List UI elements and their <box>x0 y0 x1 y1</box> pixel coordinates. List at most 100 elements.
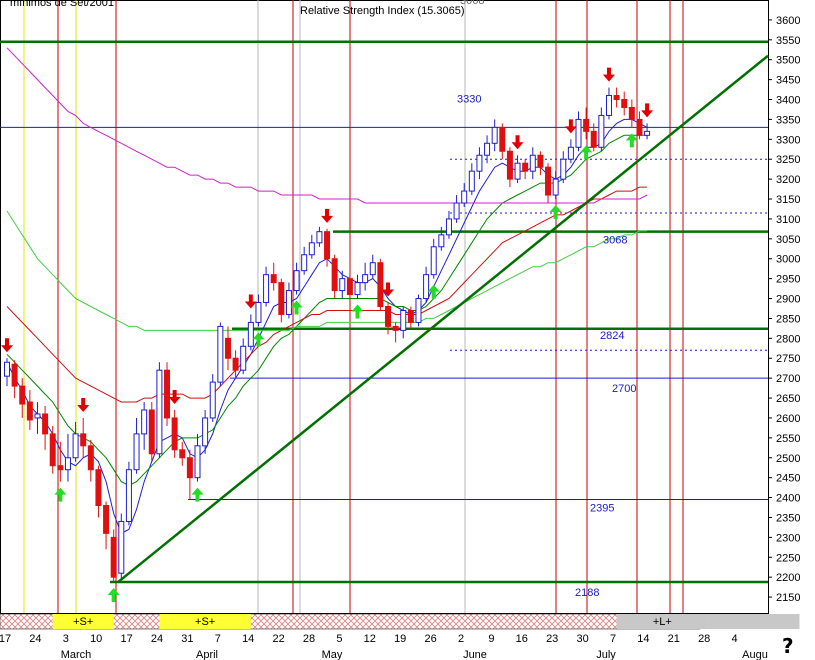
y-tick-label-2450: 2450 <box>776 473 800 485</box>
y-tick-label-3600: 3600 <box>776 15 800 27</box>
candle-body-10 <box>80 433 87 447</box>
candle-body-62 <box>476 154 483 172</box>
y-tick-label-3450: 3450 <box>776 75 800 87</box>
candle-body-70 <box>537 154 544 168</box>
x-tick-label-6: 31 <box>181 633 193 645</box>
candle-body-13 <box>103 505 110 534</box>
y-tick-label-3400: 3400 <box>776 95 800 107</box>
candle-body-59 <box>453 202 460 220</box>
month-label-june: June <box>463 649 487 660</box>
candle-body-6 <box>49 433 56 467</box>
candle-body-78 <box>598 114 605 148</box>
candle-body-47 <box>362 274 369 284</box>
help-icon[interactable]: ? <box>782 634 794 658</box>
candle-body-30 <box>232 357 239 371</box>
level-label-2188: 2188 <box>575 587 599 599</box>
candle-body-52 <box>400 309 407 331</box>
y-tick-label-2250: 2250 <box>776 552 800 564</box>
candle-body-67 <box>514 162 521 180</box>
y-tick-label-2850: 2850 <box>776 313 800 325</box>
x-tick-label-13: 19 <box>394 633 406 645</box>
up-arrow-icon-72 <box>549 205 562 220</box>
candle-body-66 <box>506 150 513 180</box>
y-tick-label-2650: 2650 <box>776 393 800 405</box>
month-label-march: March <box>61 649 92 660</box>
candle-body-33 <box>255 302 262 323</box>
candle-body-83 <box>636 118 643 136</box>
y-axis: 2150 2200 2250 2300 2350 2400 2450 2500 2550 2600… <box>768 15 800 604</box>
y-tick-label-3250: 3250 <box>776 154 800 166</box>
candle-body-45 <box>346 278 353 296</box>
candle-body-32 <box>247 321 254 347</box>
candle-body-71 <box>545 166 552 196</box>
candle-body-5 <box>42 413 49 435</box>
candle-body-11 <box>87 445 94 471</box>
down-arrow-icon-74 <box>564 119 577 134</box>
x-tick-label-21: 14 <box>637 633 649 645</box>
y-tick-label-2150: 2150 <box>776 592 800 604</box>
x-tick-label-11: 5 <box>336 633 342 645</box>
candle-body-31 <box>240 345 247 371</box>
grid-layer <box>0 0 769 614</box>
candle-body-58 <box>445 218 452 236</box>
candle-body-57 <box>438 234 445 248</box>
candle-body-39 <box>301 254 308 272</box>
candle-body-34 <box>263 274 270 304</box>
y-tick-label-2550: 2550 <box>776 433 800 445</box>
up-arrow-icon-76 <box>580 145 593 160</box>
candle-body-49 <box>377 262 384 308</box>
candle-body-37 <box>285 290 292 315</box>
y-tick-label-3150: 3150 <box>776 194 800 206</box>
candle-body-72 <box>552 178 559 196</box>
candle-body-60 <box>461 190 468 204</box>
chart-header: mínimos de Set/2001 Relative Strength In… <box>10 0 484 17</box>
up-arrow-icon-14 <box>107 587 120 602</box>
ma-line-ma_green <box>6 134 648 487</box>
up-arrow-icon-46 <box>351 304 364 319</box>
up-arrow-icon-25 <box>191 487 204 502</box>
x-tick-label-2: 3 <box>63 633 69 645</box>
candle-body-48 <box>369 262 376 276</box>
ma-line-ma_red <box>6 186 648 403</box>
x-tick-label-15: 2 <box>458 633 464 645</box>
x-tick-label-4: 17 <box>120 633 132 645</box>
up-arrow-icon-38 <box>290 300 303 315</box>
candle-body-0 <box>4 361 10 377</box>
candle-body-43 <box>331 258 338 292</box>
trendline-layer <box>117 54 769 583</box>
y-tick-label-3500: 3500 <box>776 55 800 67</box>
x-tick-label-10: 28 <box>303 633 315 645</box>
candle-body-27 <box>209 381 216 419</box>
level-labels: 3330 3068 2824 2700 2395 2188 <box>457 93 636 599</box>
y-tick-label-2800: 2800 <box>776 333 800 345</box>
header-faded-value: 3068 <box>460 0 484 7</box>
down-arrow-icon-79 <box>602 67 615 82</box>
x-tick-label-8: 14 <box>242 633 254 645</box>
candle-body-15 <box>118 520 125 574</box>
y-tick-label-3350: 3350 <box>776 114 800 126</box>
month-label-april: April <box>196 649 218 660</box>
candle-body-16 <box>125 469 132 522</box>
candle-body-12 <box>95 469 102 507</box>
level-label-2700: 2700 <box>612 383 636 395</box>
down-arrow-icon-0 <box>1 338 13 353</box>
uptrend-line <box>117 54 769 583</box>
x-tick-label-14: 26 <box>424 633 436 645</box>
down-arrow-icon-42 <box>321 208 334 223</box>
y-tick-label-2350: 2350 <box>776 512 800 524</box>
x-tick-label-22: 21 <box>668 633 680 645</box>
x-tick-label-18: 23 <box>546 633 558 645</box>
candle-body-76 <box>583 118 590 132</box>
candle-body-22 <box>171 417 178 451</box>
down-arrow-icon-32 <box>244 294 257 309</box>
month-label-augu: Augu <box>742 649 768 660</box>
candle-body-2 <box>19 385 26 405</box>
y-tick-label-3000: 3000 <box>776 254 800 266</box>
candle-body-42 <box>324 231 331 260</box>
candle-body-38 <box>293 270 300 292</box>
month-label-may: May <box>322 649 343 660</box>
candle-body-61 <box>468 170 475 192</box>
signal-arrows <box>1 67 654 602</box>
candle-body-69 <box>529 154 536 172</box>
x-tick-label-19: 30 <box>576 633 588 645</box>
